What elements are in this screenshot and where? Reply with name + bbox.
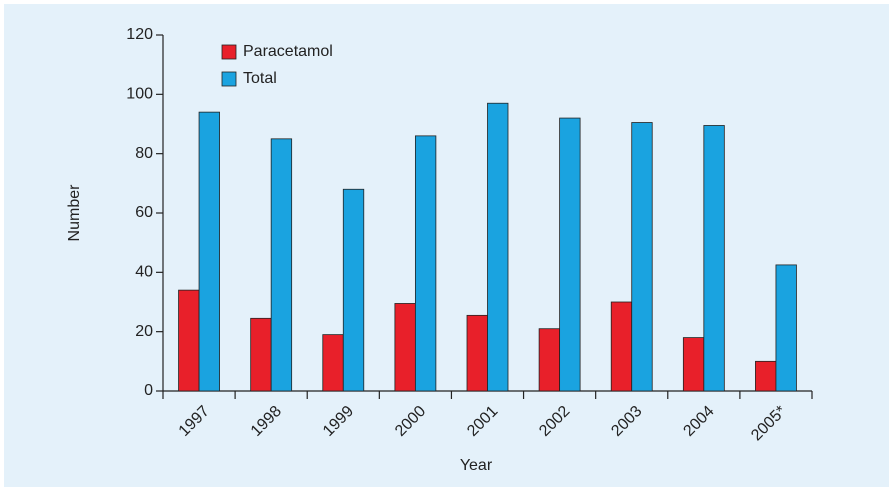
bar bbox=[559, 117, 581, 392]
bar bbox=[487, 102, 509, 392]
bar bbox=[682, 337, 705, 392]
y-tick-label: 20 bbox=[135, 323, 153, 340]
legend-label: Total bbox=[243, 70, 277, 87]
y-tick-label: 100 bbox=[126, 86, 153, 103]
bar bbox=[631, 122, 653, 392]
legend-swatch bbox=[221, 71, 237, 87]
bar bbox=[610, 301, 633, 392]
bar bbox=[342, 188, 365, 392]
chart-background bbox=[4, 4, 889, 487]
y-axis-title: Number bbox=[66, 184, 83, 242]
bar bbox=[270, 138, 293, 392]
bar bbox=[466, 314, 488, 392]
y-tick-label: 40 bbox=[135, 264, 153, 281]
bar bbox=[250, 317, 272, 392]
x-axis-title: Year bbox=[460, 457, 493, 474]
bar bbox=[703, 125, 725, 392]
legend-label: Paracetamol bbox=[243, 43, 333, 60]
y-tick-label: 120 bbox=[126, 26, 153, 43]
bar bbox=[775, 264, 797, 392]
bar bbox=[322, 334, 344, 392]
y-tick-label: 60 bbox=[135, 204, 153, 221]
bar bbox=[198, 111, 220, 392]
bar bbox=[538, 328, 561, 392]
bar bbox=[394, 303, 416, 392]
bar bbox=[755, 360, 777, 392]
bar bbox=[414, 135, 437, 392]
bar bbox=[178, 289, 200, 392]
y-tick-label: 80 bbox=[135, 145, 153, 162]
legend-swatch bbox=[221, 44, 237, 60]
y-tick-label: 0 bbox=[144, 382, 153, 399]
